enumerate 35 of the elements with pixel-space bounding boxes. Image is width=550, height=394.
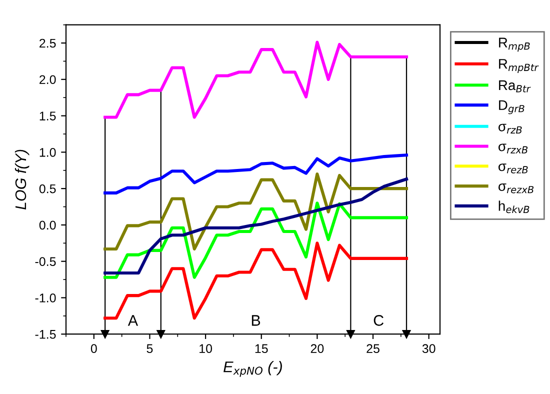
x-axis-title: E$_{xpNO}$ (-) xyxy=(224,361,282,377)
y-axis-title: LOG f(Y) xyxy=(14,150,30,210)
annotation: B xyxy=(252,315,260,326)
legend-label: R$_{mpBtr}$ xyxy=(499,59,539,73)
y-tick-label: -1.5 xyxy=(35,330,56,339)
line-series xyxy=(104,202,408,279)
x-tick-label: 20 xyxy=(310,344,324,354)
legend-label: σ$_{rezxB}$ xyxy=(498,184,534,194)
line-series xyxy=(104,40,408,119)
x-tick-label: 25 xyxy=(366,344,380,354)
y-tick-label: 1.0 xyxy=(40,148,56,157)
y-tick-label: 2.0 xyxy=(40,75,56,84)
legend-label: σ$_{rzB}$ xyxy=(498,124,522,134)
line-series xyxy=(104,154,408,194)
x-tick-label: 10 xyxy=(200,344,212,354)
line-series xyxy=(104,172,408,250)
y-tick-label: 1.5 xyxy=(40,112,56,120)
y-tick-label: 2.5 xyxy=(40,38,56,48)
y-tick-label: 0.5 xyxy=(39,184,56,194)
x-tick-label: 15 xyxy=(255,344,268,354)
legend-label: Ra$_{Btr}$ xyxy=(499,80,531,92)
legend-label: σ$_{rzxB}$ xyxy=(498,144,528,154)
y-tick-label: -0.5 xyxy=(35,257,56,266)
y-tick-label: -1.0 xyxy=(35,294,56,302)
legend-label: R$_{mpB}$ xyxy=(499,38,530,52)
line-series xyxy=(104,178,408,275)
x-tick-label: 0 xyxy=(90,344,97,354)
y-tick-label: 0.0 xyxy=(39,220,56,230)
annotation: A xyxy=(128,315,138,326)
legend-label: h$_{ekvB}$ xyxy=(498,200,530,214)
x-tick-label: 30 xyxy=(422,344,436,354)
legend-label: D$_{grB}$ xyxy=(499,100,524,114)
annotation: C xyxy=(374,315,384,326)
legend-label: σ$_{rezB}$ xyxy=(498,164,528,174)
x-tick-label: 5 xyxy=(146,344,153,354)
